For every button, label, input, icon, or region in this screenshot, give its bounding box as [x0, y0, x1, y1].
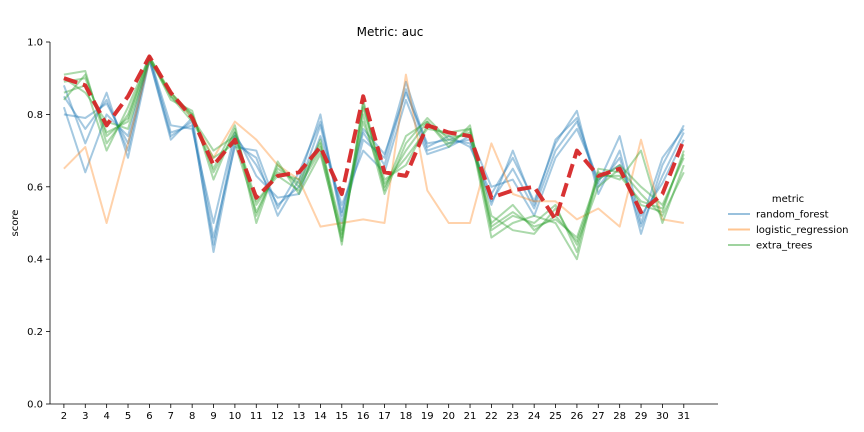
x-tick-label: 4 — [103, 411, 109, 422]
x-tick-label: 8 — [189, 411, 195, 422]
x-tick-label: 7 — [168, 411, 174, 422]
y-tick-label: 0.8 — [27, 110, 43, 121]
x-tick-label: 21 — [464, 411, 477, 422]
x-tick-label: 3 — [82, 411, 88, 422]
x-tick-label: 16 — [357, 411, 370, 422]
x-tick-label: 24 — [528, 411, 541, 422]
legend-title: metric — [772, 194, 804, 205]
legend-label-logistic_regression: logistic_regression — [756, 225, 849, 236]
legend-label-extra_trees: extra_trees — [756, 241, 812, 252]
legend-label-random_forest: random_forest — [756, 210, 829, 221]
x-tick-label: 10 — [229, 411, 242, 422]
x-tick-label: 28 — [613, 411, 626, 422]
x-tick-label: 2 — [61, 411, 67, 422]
x-tick-label: 25 — [549, 411, 562, 422]
x-tick-label: 30 — [656, 411, 669, 422]
y-tick-label: 1.0 — [27, 38, 43, 49]
x-tick-label: 27 — [592, 411, 605, 422]
y-tick-label: 0.4 — [27, 255, 43, 266]
x-tick-label: 26 — [571, 411, 584, 422]
x-tick-label: 29 — [635, 411, 648, 422]
x-tick-label: 19 — [421, 411, 434, 422]
x-tick-label: 9 — [210, 411, 216, 422]
x-tick-label: 6 — [146, 411, 152, 422]
mean-series-line — [63, 54, 686, 222]
series-line-random_forest-1 — [62, 59, 685, 253]
series-line-random_forest-2 — [62, 55, 685, 224]
series-line-random_forest-3 — [63, 59, 685, 239]
x-tick-label: 31 — [677, 411, 690, 422]
x-tick-label: 17 — [378, 411, 391, 422]
x-tick-label: 23 — [506, 411, 519, 422]
axes: 0.00.20.40.60.81.02 3 4 5 6 7 8 9 10 11 12 13 14 15 16… — [27, 38, 718, 422]
x-tick-label: 12 — [271, 411, 284, 422]
x-tick-label: 20 — [442, 411, 455, 422]
y-tick-label: 0.2 — [27, 327, 43, 338]
y-tick-label: 0.0 — [27, 400, 43, 411]
y-tick-label: 0.6 — [27, 182, 43, 193]
x-tick-label: 5 — [125, 411, 131, 422]
x-tick-label: 18 — [400, 411, 413, 422]
x-tick-label: 15 — [335, 411, 348, 422]
series-line-extra_trees-7 — [63, 55, 685, 261]
y-axis-label: score — [10, 210, 21, 237]
series-line-random_forest-0 — [63, 55, 685, 246]
x-tick-label: 11 — [250, 411, 263, 422]
legend: metric random_forest logistic_regressione… — [728, 194, 849, 252]
x-tick-label: 14 — [314, 411, 327, 422]
plot-area — [62, 54, 686, 261]
x-tick-label: 13 — [293, 411, 306, 422]
x-tick-label: 22 — [485, 411, 498, 422]
chart-title: Metric: auc — [357, 25, 424, 39]
